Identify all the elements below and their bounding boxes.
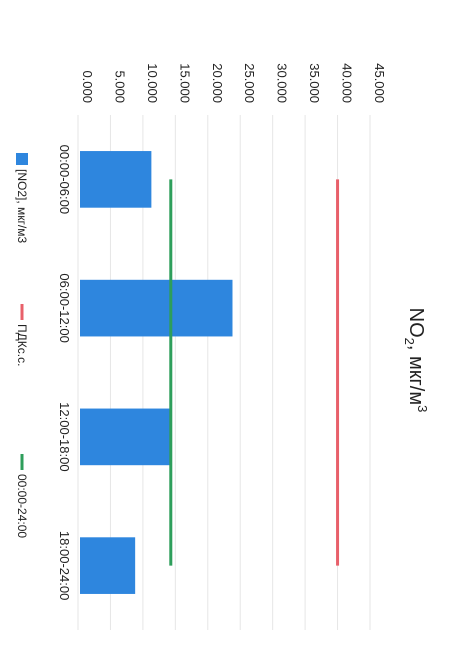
value-tick-label: 35.000: [307, 63, 322, 103]
value-axis: 0.000 5.000 10.000 15.000 20.000 25.000 30.000…: [80, 63, 387, 103]
legend-label: ПДКс.с.: [15, 324, 29, 366]
category-tick-label: 18:00-24:00: [57, 531, 72, 600]
bar: [80, 151, 152, 208]
title-superscript: 3: [415, 405, 430, 412]
category-tick-label: 12:00-18:00: [57, 402, 72, 471]
category-tick-label: 00:00-06:00: [57, 145, 72, 214]
plot-area: [77, 115, 371, 630]
value-tick-label: 40.000: [340, 63, 355, 103]
category-axis: 00:00-06:00 06:00-12:00 12:00-18:00 18:00-2…: [57, 145, 72, 601]
value-tick-label: 15.000: [177, 63, 192, 103]
chart-title: NO2, мкг/м3: [402, 308, 430, 413]
value-tick-label: 0.000: [80, 70, 95, 103]
svg-text:NO2, мкг/м3: NO2, мкг/м3: [402, 308, 430, 413]
legend: [NO2], мкг/м3 ПДКс.с. 00:00-24:00: [15, 153, 29, 538]
value-tick-label: 30.000: [275, 63, 290, 103]
bar: [80, 537, 136, 594]
category-tick-label: 06:00-12:00: [57, 273, 72, 342]
value-tick-label: 5.000: [112, 70, 127, 103]
value-tick-label: 25.000: [242, 63, 257, 103]
bar: [80, 279, 233, 337]
legend-swatch: [16, 153, 28, 165]
legend-label: [NO2], мкг/м3: [15, 169, 29, 243]
title-rest: , мкг/м: [405, 345, 427, 405]
bar: [80, 408, 171, 466]
title-subscript: 2: [402, 338, 417, 345]
value-tick-label: 20.000: [210, 63, 225, 103]
legend-label: 00:00-24:00: [15, 474, 29, 538]
value-tick-label: 45.000: [372, 63, 387, 103]
value-tick-label: 10.000: [145, 63, 160, 103]
title-main: NO: [405, 308, 427, 338]
